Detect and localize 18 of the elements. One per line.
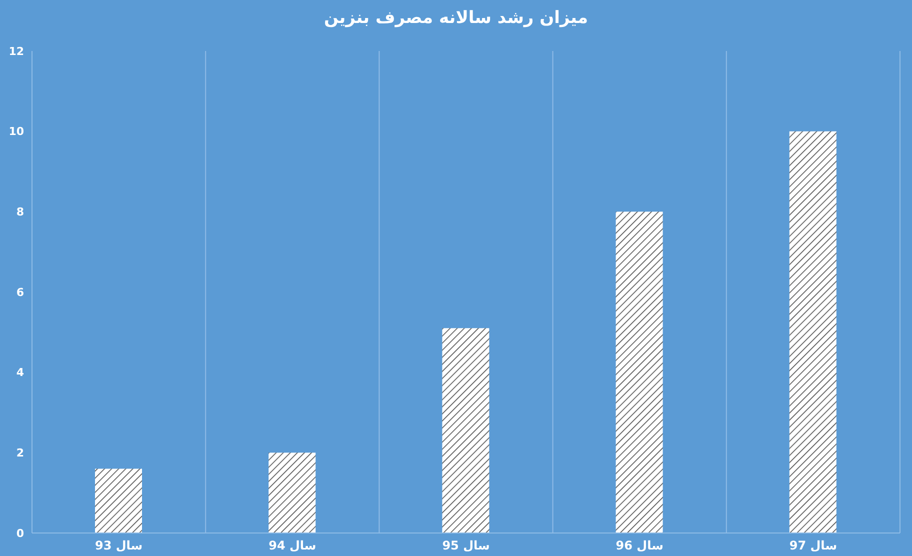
chart-title: میزان رشد سالانه مصرف بنزین — [322, 8, 589, 28]
x-tick-label: سال 96 — [616, 538, 664, 553]
bar — [616, 212, 663, 533]
bar — [789, 131, 836, 533]
bar — [268, 452, 316, 533]
x-tick-label: سال 93 — [94, 538, 143, 553]
y-tick-label: 12 — [8, 44, 24, 58]
y-tick-label: 6 — [16, 286, 24, 299]
y-tick-label: 10 — [8, 125, 24, 138]
bar — [95, 468, 142, 533]
x-tick-label: سال 97 — [789, 538, 838, 553]
x-tick-label: سال 94 — [268, 538, 316, 553]
y-tick-label: 4 — [16, 366, 24, 380]
y-tick-label: 8 — [16, 206, 24, 219]
bar — [442, 328, 490, 533]
x-tick-label: سال 95 — [442, 538, 490, 553]
y-tick-label: 0 — [16, 526, 24, 540]
y-tick-label: 2 — [16, 446, 24, 460]
